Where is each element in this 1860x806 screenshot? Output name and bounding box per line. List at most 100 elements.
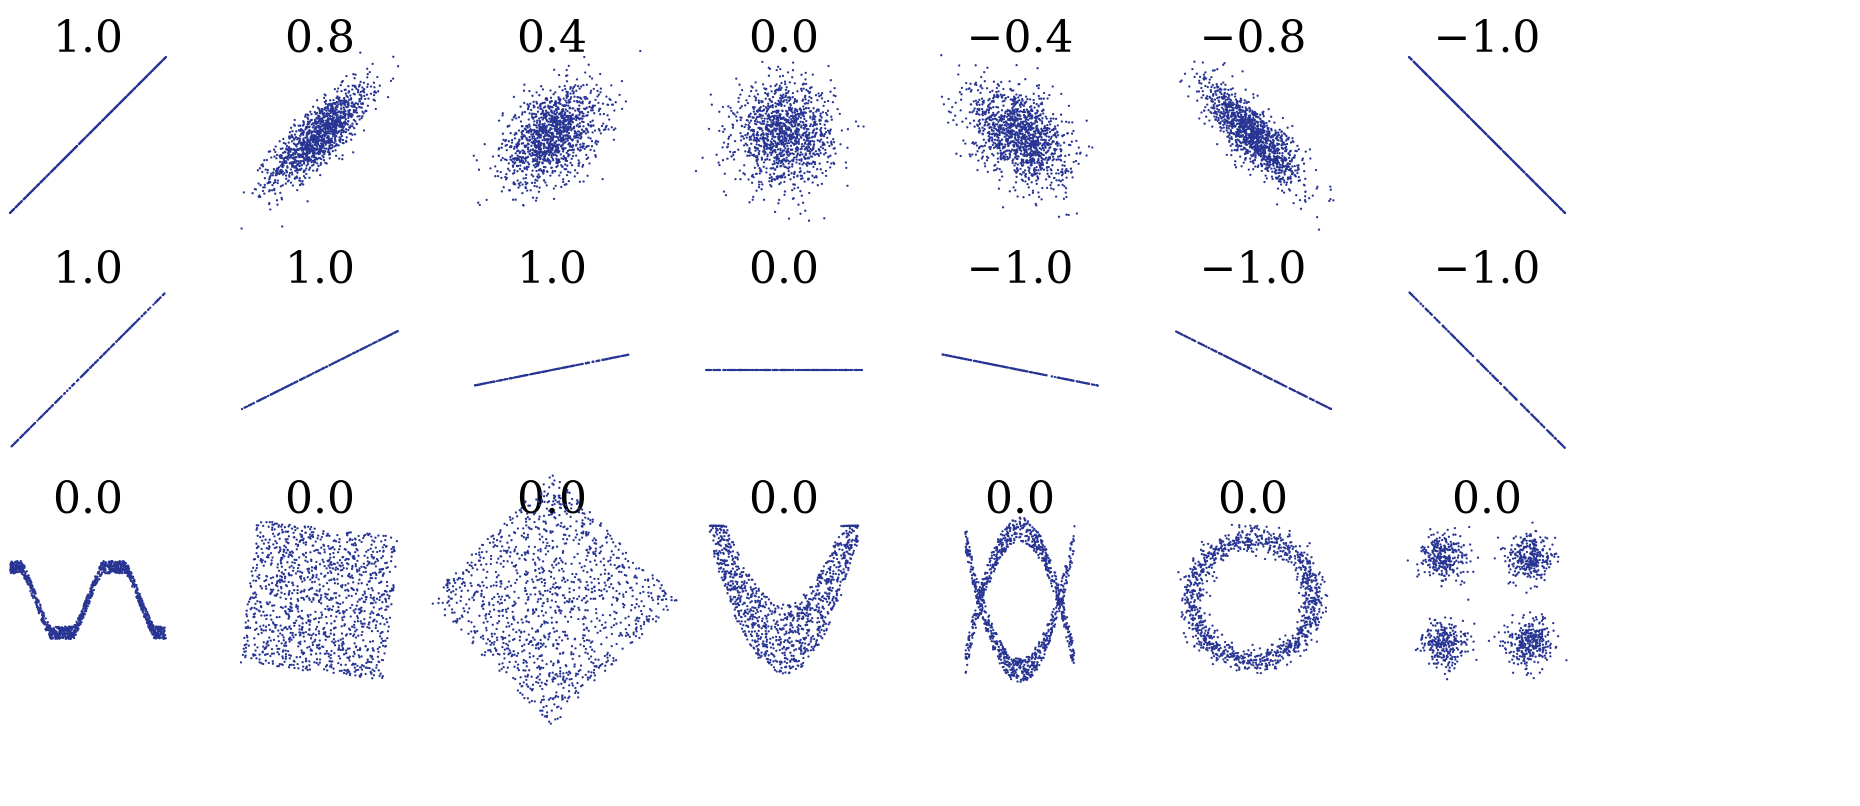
data-point [772, 121, 775, 124]
data-point [731, 126, 735, 129]
data-point [1042, 112, 1045, 115]
data-point [317, 124, 320, 128]
data-point [564, 108, 567, 111]
data-point [593, 149, 596, 152]
data-point [567, 179, 570, 183]
data-point [287, 145, 291, 149]
data-point [494, 175, 497, 178]
data-point [273, 155, 276, 158]
data-point [792, 152, 795, 156]
data-point [570, 157, 573, 160]
data-point [999, 149, 1002, 152]
correlation-label: −0.4 [967, 12, 1074, 63]
data-point [292, 160, 295, 164]
data-point [517, 182, 520, 185]
data-point [797, 203, 800, 206]
data-point [305, 164, 308, 167]
data-point [154, 66, 157, 69]
data-point [822, 135, 826, 138]
data-point [351, 122, 354, 125]
data-point [344, 110, 347, 113]
data-point [862, 125, 865, 128]
data-point [1032, 98, 1035, 102]
data-point [287, 141, 290, 144]
data-point [718, 129, 721, 133]
data-point [763, 153, 766, 156]
data-point [781, 137, 785, 141]
data-point [826, 120, 829, 123]
data-point [523, 110, 527, 114]
data-point [337, 98, 341, 101]
data-point [528, 125, 531, 128]
data-point [313, 110, 317, 114]
data-point [265, 158, 269, 162]
data-point [578, 104, 581, 107]
data-point [545, 128, 548, 131]
data-point [263, 192, 266, 195]
data-point [547, 104, 550, 107]
data-point [787, 90, 790, 93]
data-point [361, 115, 364, 118]
data-point [1024, 78, 1027, 81]
data-point [547, 153, 551, 157]
data-point [288, 175, 291, 178]
data-point [774, 91, 777, 94]
data-point [536, 110, 540, 113]
data-point [1022, 196, 1025, 199]
data-point [347, 98, 351, 101]
data-point [536, 175, 539, 178]
scatter-points [240, 51, 400, 230]
data-point [582, 83, 585, 87]
data-point [529, 108, 533, 112]
data-point [742, 144, 746, 147]
data-point [817, 108, 820, 111]
data-point [766, 135, 769, 138]
data-point [1024, 95, 1028, 98]
data-point [347, 110, 350, 113]
data-point [792, 158, 795, 161]
data-point [551, 123, 554, 126]
data-point [608, 118, 611, 121]
data-point [550, 100, 553, 103]
data-point [981, 118, 984, 121]
data-point [544, 146, 547, 149]
data-point [554, 184, 557, 188]
data-point [739, 131, 742, 135]
data-point [299, 162, 302, 165]
data-point [620, 107, 624, 111]
data-point [328, 130, 332, 133]
data-point [494, 165, 497, 168]
data-point [757, 180, 761, 183]
data-point [827, 156, 830, 159]
data-point [986, 170, 989, 174]
data-point [555, 119, 558, 122]
data-point [792, 101, 796, 105]
data-point [552, 197, 556, 201]
data-point [1015, 63, 1018, 67]
data-point [805, 88, 808, 92]
data-point [747, 126, 750, 129]
data-point [794, 123, 797, 126]
data-point [513, 133, 516, 136]
data-point [594, 155, 597, 158]
data-point [533, 128, 536, 132]
data-point [813, 123, 816, 126]
data-point [823, 100, 826, 104]
data-point [599, 113, 602, 116]
data-point [552, 93, 555, 96]
data-point [587, 124, 590, 127]
data-point [273, 188, 276, 192]
data-point [778, 159, 782, 163]
data-point [777, 99, 780, 102]
data-point [556, 128, 559, 131]
data-point [563, 138, 566, 141]
data-point [750, 181, 754, 184]
data-point [308, 166, 312, 169]
data-point [503, 158, 507, 161]
data-point [1014, 162, 1017, 165]
data-point [328, 146, 331, 149]
data-point [803, 95, 807, 99]
data-point [528, 153, 531, 156]
data-point [512, 95, 516, 99]
data-point [333, 130, 336, 134]
